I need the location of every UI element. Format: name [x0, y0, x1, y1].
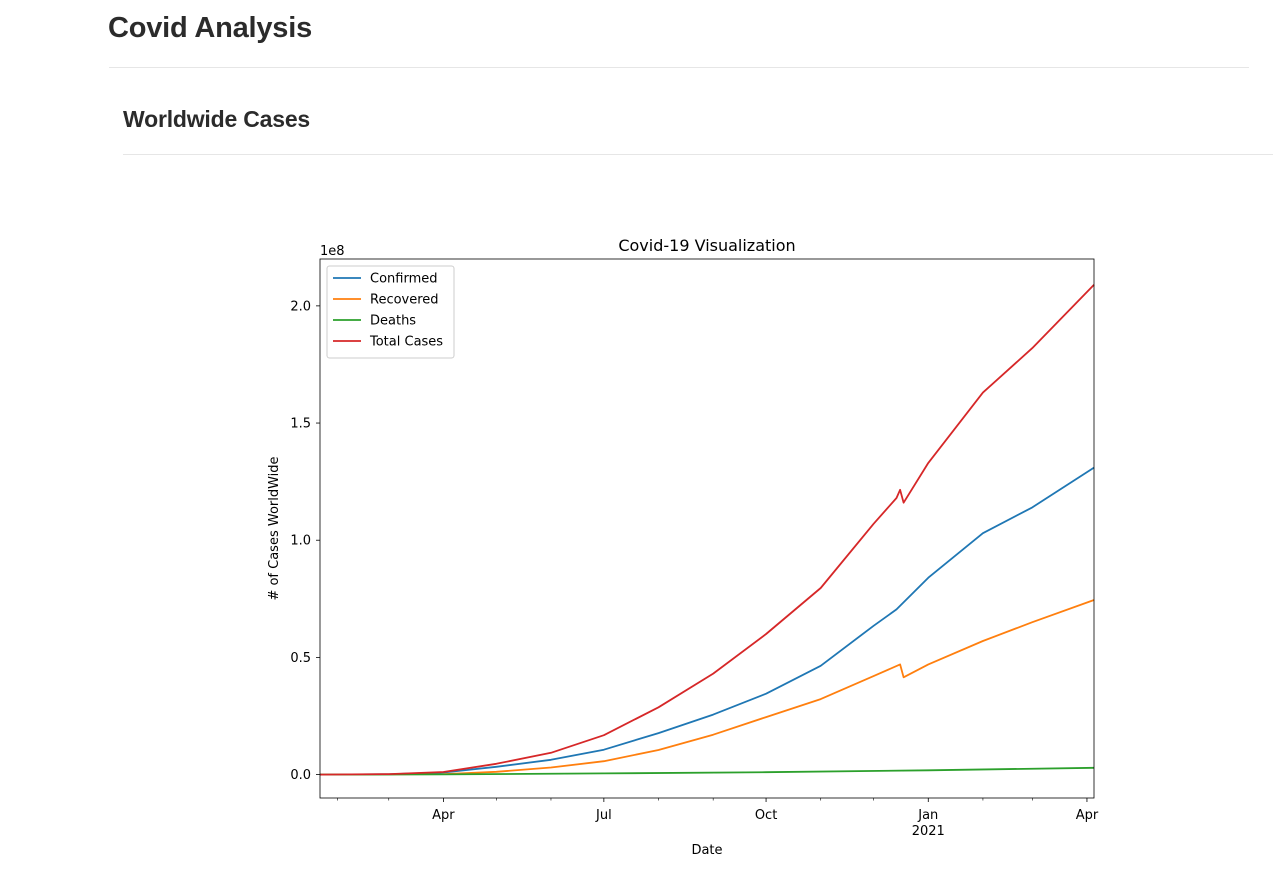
- legend-label: Deaths: [370, 314, 416, 329]
- y-tick-label: 0.5: [290, 651, 311, 666]
- title-divider: [109, 67, 1249, 68]
- y-offset-label: 1e8: [320, 244, 345, 259]
- x-tick-label: Apr: [1076, 808, 1099, 823]
- chart-title: Covid-19 Visualization: [618, 236, 795, 255]
- plot-frame: [319, 258, 1095, 799]
- x-tick-year-label: 2021: [912, 824, 945, 839]
- section-title: Worldwide Cases: [123, 106, 311, 132]
- y-tick-label: 1.5: [290, 417, 311, 432]
- y-tick-label: 0.0: [290, 768, 311, 783]
- series-line-recovered: [319, 599, 1095, 776]
- legend-box: [326, 265, 455, 359]
- legend: Confirmed Recovered Deaths Total Cases: [326, 265, 455, 359]
- x-tick-label: Jul: [595, 808, 612, 823]
- y-tick-label: 2.0: [290, 299, 311, 314]
- x-tick-label: Jan: [917, 808, 938, 823]
- y-axis-label: # of Cases WorldWide: [267, 456, 282, 600]
- series-lines: [319, 284, 1095, 776]
- y-tick-label: 1.0: [290, 534, 311, 549]
- legend-label: Total Cases: [369, 335, 443, 350]
- series-line-confirmed: [319, 466, 1095, 776]
- x-tick-label: Oct: [755, 808, 777, 823]
- x-tick-label: Apr: [432, 808, 455, 823]
- page-title: Covid Analysis: [108, 12, 313, 44]
- section-divider: [123, 154, 1273, 155]
- legend-label: Recovered: [370, 293, 439, 308]
- x-axis-label: Date: [691, 843, 722, 858]
- legend-label: Confirmed: [370, 272, 438, 287]
- series-line-deaths: [319, 766, 1095, 776]
- series-line-total-cases: [319, 284, 1095, 776]
